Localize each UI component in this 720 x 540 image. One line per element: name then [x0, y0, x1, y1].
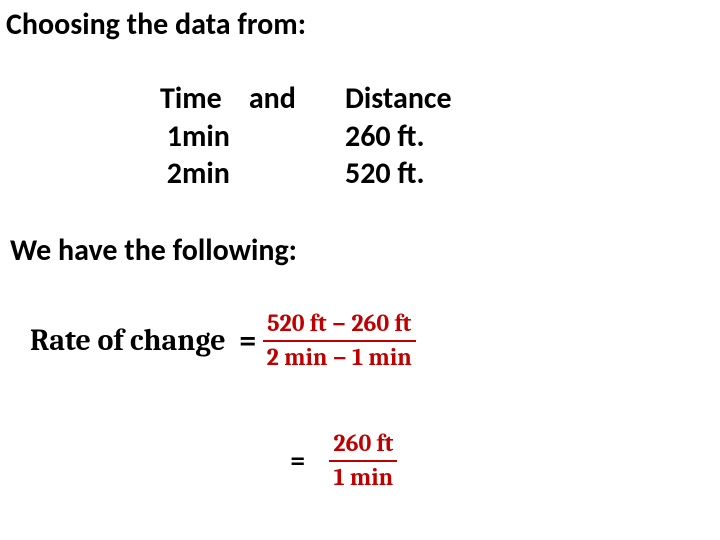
- fraction-result-denominator: 1 min: [330, 464, 398, 492]
- cell-time-1-text: 1min: [167, 118, 230, 155]
- formula-rate-of-change: Rate of change = 520 ft − 260 ft 2 min −…: [30, 310, 416, 371]
- table-header-row: Time and Distance: [160, 80, 545, 118]
- fraction-numerator: 520 ft − 260 ft: [263, 310, 415, 338]
- cell-time-1: 1min: [160, 118, 345, 156]
- fraction-bar: [329, 460, 397, 462]
- fraction-bar: [263, 340, 416, 342]
- fraction-denominator: 2 min − 1 min: [263, 344, 416, 372]
- heading-choosing: Choosing the data from:: [6, 6, 306, 43]
- table-header-distance: Distance: [345, 80, 545, 118]
- cell-time-2: 2min: [160, 155, 345, 193]
- heading-wehave: We have the following:: [10, 232, 297, 269]
- data-table: Time and Distance 1min 260 ft. 2min 520 …: [160, 80, 545, 193]
- fraction-result: 260 ft 1 min: [329, 430, 397, 491]
- header-time-text: Time: [160, 80, 222, 117]
- cell-distance-1: 260 ft.: [345, 118, 545, 156]
- fraction-result-numerator: 260 ft: [329, 430, 397, 458]
- table-row: 2min 520 ft.: [160, 155, 545, 193]
- table-row: 1min 260 ft.: [160, 118, 545, 156]
- formula-result: = 260 ft 1 min: [290, 430, 397, 491]
- equals-sign-2: =: [290, 446, 305, 476]
- fraction-main: 520 ft − 260 ft 2 min − 1 min: [263, 310, 416, 371]
- cell-time-2-text: 2min: [167, 155, 230, 192]
- lhs-label: Rate of change: [30, 323, 226, 358]
- equals-sign: =: [239, 323, 257, 358]
- table-header-time: Time and: [160, 80, 345, 118]
- cell-distance-2: 520 ft.: [345, 155, 545, 193]
- header-and-text: and: [249, 80, 296, 117]
- formula-lhs: Rate of change =: [30, 323, 257, 358]
- slide: Choosing the data from: Time and Distanc…: [0, 0, 720, 540]
